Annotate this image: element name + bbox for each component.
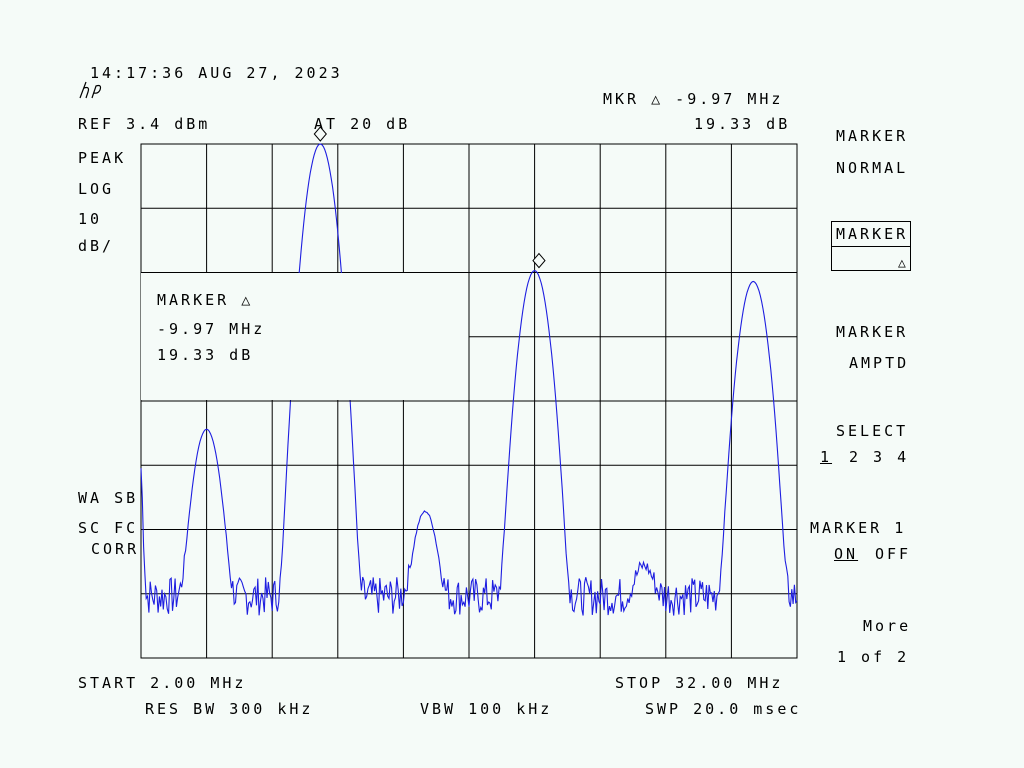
delta-icon: △ xyxy=(898,256,906,271)
marker-readout-panel xyxy=(141,273,469,400)
hp-logo xyxy=(79,81,102,99)
sweep-time: SWP 20.0 msec xyxy=(645,700,802,718)
marker-readout-ampl: 19.33 dB xyxy=(157,346,254,364)
sc-fc-annotation: SC FC xyxy=(78,519,139,537)
marker-diamond-icon xyxy=(532,252,546,269)
start-frequency: START 2.00 MHz xyxy=(78,674,247,692)
select-other-options: 2 3 4 xyxy=(849,448,910,466)
marker-off-option: OFF xyxy=(875,545,912,563)
resolution-bandwidth: RES BW 300 kHz xyxy=(145,700,314,718)
marker-symbols xyxy=(313,126,546,269)
marker-diamond-icon xyxy=(313,126,327,142)
spectrum-trace xyxy=(140,143,798,616)
timestamp: 14:17:36 AUG 27, 2023 xyxy=(90,64,343,82)
softkey-label: MARKER 1 xyxy=(810,519,907,537)
softkey-box xyxy=(831,221,911,271)
softkey-label: MARKER xyxy=(836,323,909,341)
scale-unit: dB/ xyxy=(78,237,115,255)
scale-value: 10 xyxy=(78,210,103,228)
softkey-label: More xyxy=(863,617,912,635)
softkey-label: 1 of 2 xyxy=(837,648,910,666)
ref-level: REF 3.4 dBm xyxy=(78,115,211,133)
stop-frequency: STOP 32.00 MHz xyxy=(615,674,784,692)
wa-sb-annotation: WA SB xyxy=(78,489,139,507)
marker-on-option: ON xyxy=(834,545,859,563)
marker-readout-freq: -9.97 MHz xyxy=(157,320,266,338)
marker-frequency: MKR △ -9.97 MHz xyxy=(603,90,784,108)
softkey-label: MARKER xyxy=(836,127,909,145)
softkey-label: SELECT xyxy=(836,422,909,440)
corr-annotation: CORR xyxy=(91,540,140,558)
softkey-label: MARKER xyxy=(836,225,909,243)
scale-type: LOG xyxy=(78,180,115,198)
attenuation: AT 20 dB xyxy=(314,115,411,133)
video-bandwidth: VBW 100 kHz xyxy=(420,700,553,718)
marker-readout-title: MARKER △ xyxy=(157,291,254,309)
detector-mode: PEAK xyxy=(78,149,127,167)
select-active-option: 1 xyxy=(820,448,833,466)
softkey-label: AMPTD xyxy=(849,354,910,372)
softkey-label: NORMAL xyxy=(836,159,909,177)
marker-amplitude: 19.33 dB xyxy=(694,115,791,133)
